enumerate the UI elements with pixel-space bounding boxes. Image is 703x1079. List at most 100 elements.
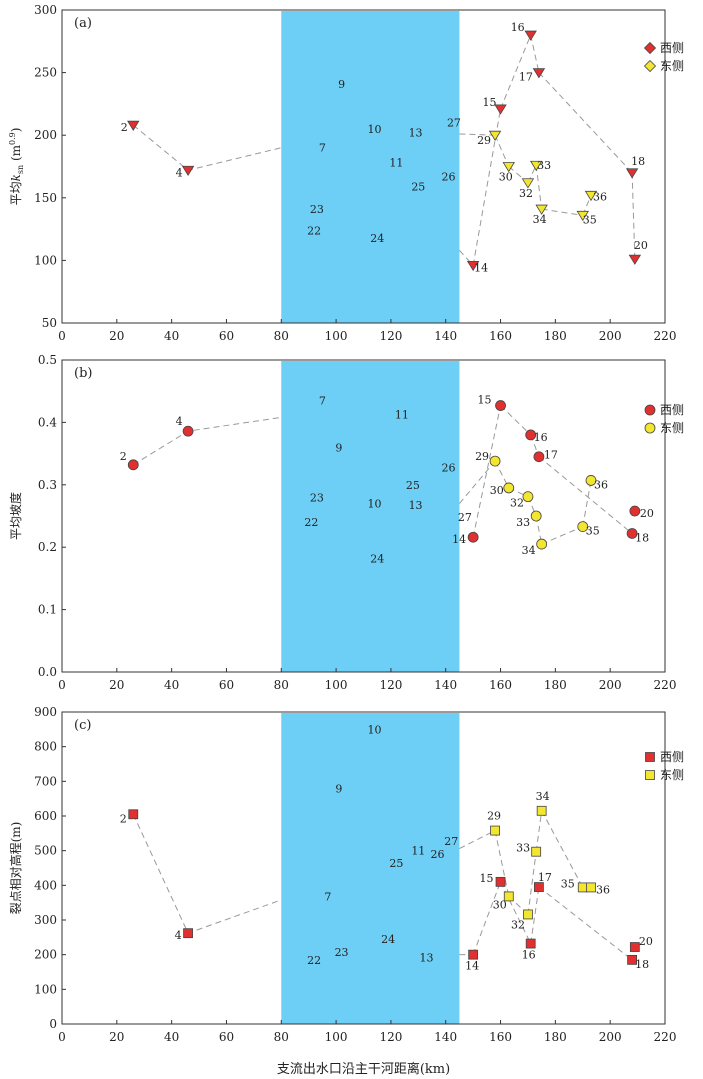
data-point-33 [530,510,542,522]
x-tick-label: 100 [325,1030,348,1044]
y-tick-label: 0.4 [38,415,57,429]
trend-line [459,460,496,504]
data-point-17 [534,882,544,892]
panel-2: 0 20 40 60 80 100 120 140 160 180 200 2200.00.10.20… [8,353,684,692]
point-label: 20 [640,507,654,520]
data-point-30 [503,891,514,902]
point-label: 16 [511,21,525,34]
point-label: 35 [586,525,600,538]
point-label: 32 [511,918,525,931]
trend-line [500,34,532,110]
point-label: 20 [639,935,653,948]
data-point-16 [524,30,537,41]
x-tick-label: 0 [58,678,66,692]
y-tick-label: 100 [34,982,57,996]
x-tick-label: 220 [654,678,677,692]
x-tick-label: 160 [489,329,512,343]
band-point-label: 22 [304,516,318,529]
x-tick-label: 120 [379,1030,402,1044]
point-label: 36 [594,478,608,491]
band [281,11,460,323]
trend-line [538,456,633,534]
legend-label: 东侧 [660,59,684,73]
point-label: 32 [510,497,524,510]
y-tick-label: 0.2 [38,540,57,554]
trend-line [541,208,583,216]
point-label: 33 [516,516,530,529]
legend-marker [645,752,655,762]
trend-line [541,810,584,888]
x-tick-label: 220 [654,329,677,343]
point-label: 18 [635,531,649,544]
band-point-label: 10 [367,498,381,511]
x-tick-label: 80 [274,1030,289,1044]
x-tick-label: 40 [164,1030,179,1044]
band-point-label: 11 [411,845,425,858]
trend-line [459,830,496,850]
point-label: 14 [452,533,466,546]
data-point-34 [536,805,547,816]
band-point-label: 24 [370,552,384,565]
y-tick-label: 600 [34,809,57,823]
point-label: 20 [634,239,648,252]
x-tick-label: 160 [489,678,512,692]
point-label: 15 [483,96,497,109]
data-point-35 [576,210,589,222]
point-label: 2 [121,121,128,134]
panel-letter: (a) [74,16,92,31]
y-axis-label: 平均ksn (m0.9) [8,128,25,206]
y-tick-label: 300 [34,3,57,17]
legend-marker [645,770,655,780]
point-label: 35 [561,877,575,890]
point-label: 18 [631,155,645,168]
data-point-15 [495,876,506,887]
data-point-16 [525,938,536,949]
band-point-label: 10 [367,723,381,736]
y-tick-label: 0.5 [38,353,57,367]
y-tick-label: 50 [42,316,57,330]
point-label: 32 [519,187,533,200]
data-point-2 [127,120,140,131]
point-label: 35 [583,213,597,226]
band-point-label: 27 [444,835,458,848]
band-point-label: 23 [310,203,324,216]
point-label: 4 [176,166,183,179]
x-tick-label: 40 [164,329,179,343]
y-tick-label: 200 [34,948,57,962]
point-label: 27 [458,511,472,524]
data-point-17 [532,68,546,79]
data-point-14 [466,261,480,272]
data-point-36 [584,190,598,202]
data-point-18 [625,168,639,179]
plot-frame [61,359,666,673]
point-label: 33 [537,159,551,172]
trend-line [132,814,282,934]
data-point-18 [627,954,638,965]
x-tick-label: 20 [109,1030,124,1044]
x-tick-label: 40 [164,678,179,692]
y-tick-label: 200 [34,128,57,142]
band-point-label: 11 [389,157,403,170]
x-tick-label: 220 [654,1030,677,1044]
data-point-14 [467,531,479,543]
point-label: 29 [487,810,501,823]
point-label: 36 [593,190,607,203]
data-point-30 [502,162,515,173]
point-label: 17 [538,871,552,884]
band-point-label: 9 [335,441,342,454]
band-point-label: 10 [367,123,381,136]
point-label: 17 [544,449,558,462]
point-label: 17 [519,71,533,84]
point-label: 16 [522,949,536,962]
legend-marker [643,59,657,73]
trend-line [494,830,510,897]
y-tick-label: 250 [34,66,57,80]
band-point-label: 13 [420,951,434,964]
point-label: 33 [516,842,530,855]
band-point-label: 9 [335,782,342,795]
x-axis-label: 支流出水口沿主干河距离(km) [277,1061,450,1077]
band-point-label: 24 [381,933,395,946]
